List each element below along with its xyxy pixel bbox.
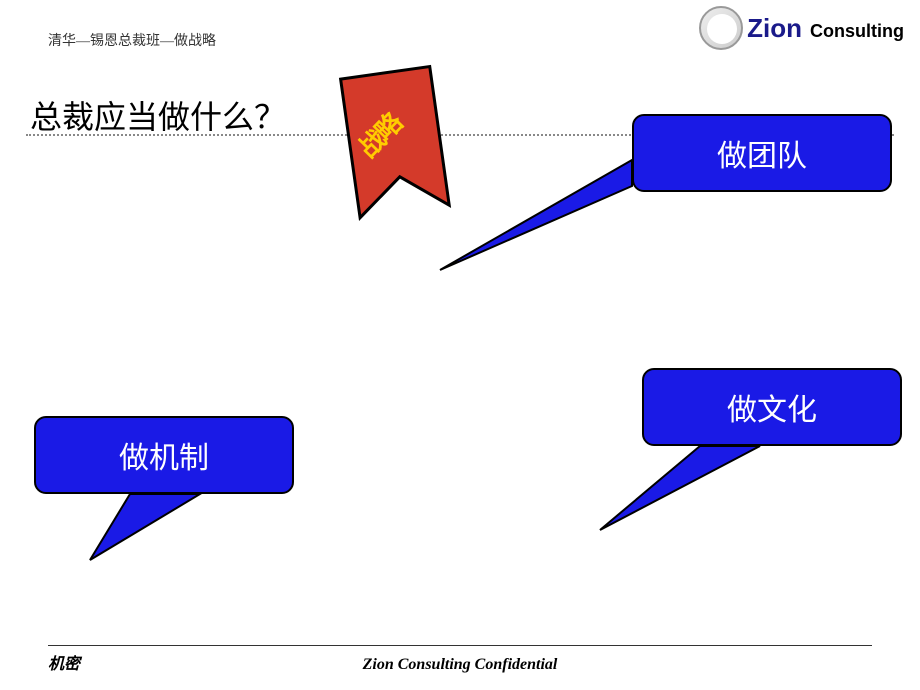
callout-culture-label: 做文化: [727, 385, 817, 429]
ribbon-badge: 战略: [319, 54, 474, 260]
callout-tail-culture: [600, 446, 760, 530]
slide-title: 总裁应当做什么？: [30, 92, 286, 138]
footer-confidential-en: Zion Consulting Confidential: [0, 656, 920, 674]
logo-brand: Zion: [747, 13, 802, 44]
callout-culture: 做文化: [642, 368, 902, 446]
logo-sub: Consulting: [810, 21, 904, 42]
callout-team: 做团队: [632, 114, 892, 192]
callout-mechanism: 做机制: [34, 416, 294, 494]
callout-mechanism-label: 做机制: [119, 433, 209, 477]
logo: Zion Consulting: [699, 6, 904, 50]
header-breadcrumb: 清华—锡恩总裁班—做战略: [48, 30, 216, 50]
logo-ring-icon: [699, 6, 743, 50]
callout-tail-mechanism: [90, 494, 200, 560]
callout-team-label: 做团队: [717, 131, 807, 175]
footer-divider: [48, 645, 872, 646]
